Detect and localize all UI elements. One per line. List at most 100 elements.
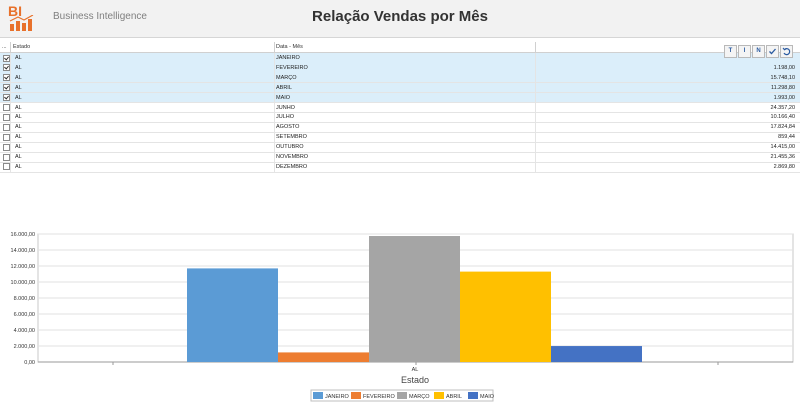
cell-mes: JANEIRO xyxy=(276,55,300,61)
cell-estado: AL xyxy=(15,163,22,170)
y-tick-label: 2.000,00 xyxy=(14,344,35,350)
cell-valor: 15.748,10 xyxy=(770,74,795,81)
cell-mes: MAIO xyxy=(276,94,291,101)
cell-mes: NOVEMBRO xyxy=(276,154,309,160)
cell-estado: AL xyxy=(15,84,22,91)
legend-swatch-fevereiro xyxy=(351,392,361,399)
cell-valor: 24.357,20 xyxy=(770,104,795,111)
row-checkbox[interactable] xyxy=(3,64,10,72)
row-checkbox[interactable] xyxy=(3,94,10,102)
cell-valor: 859,44 xyxy=(778,134,795,141)
cell-valor: 10.166,40 xyxy=(770,114,795,121)
cell-estado: AL xyxy=(15,124,22,131)
row-checkbox[interactable] xyxy=(3,113,10,121)
row-checkbox[interactable] xyxy=(3,74,10,82)
cell-estado: AL xyxy=(15,74,22,81)
legend-label-março: MARÇO xyxy=(409,394,430,400)
row-checkbox[interactable] xyxy=(3,104,10,111)
total-t-button[interactable]: T xyxy=(724,45,737,58)
y-tick-label: 10.000,00 xyxy=(11,280,35,286)
cell-estado: AL xyxy=(15,154,22,160)
cell-mes: SETEMBRO xyxy=(276,134,307,141)
table-row[interactable]: AL OUTUBRO 14.415,00 xyxy=(0,142,800,153)
y-tick-label: 8.000,00 xyxy=(14,296,35,302)
cell-mes: FEVEREIRO xyxy=(276,64,308,71)
cell-estado: AL xyxy=(15,144,22,151)
row-checkbox[interactable] xyxy=(3,153,10,161)
legend-swatch-janeiro xyxy=(313,392,323,399)
legend-swatch-março xyxy=(397,392,407,399)
cell-estado: AL xyxy=(15,104,22,111)
y-tick-label: 4.000,00 xyxy=(14,328,35,334)
column-menu-button[interactable]: ... xyxy=(2,44,7,50)
y-tick-label: 16.000,00 xyxy=(11,232,35,238)
cell-mes: JUNHO xyxy=(276,104,295,111)
column-header-data-mes[interactable]: Data - Mês xyxy=(276,44,303,50)
cell-valor: 14.415,00 xyxy=(770,144,795,151)
cell-mes: DEZEMBRO xyxy=(276,163,308,170)
cell-valor: 1.993,00 xyxy=(773,94,795,101)
column-header-estado[interactable]: Estado xyxy=(13,44,31,50)
cell-mes: AGOSTO xyxy=(276,124,300,131)
check-button[interactable] xyxy=(766,45,779,58)
cell-estado: AL xyxy=(15,94,22,101)
cell-mes: OUTUBRO xyxy=(276,144,304,151)
cell-estado: AL xyxy=(15,64,22,71)
page-title: Relação Vendas por Mês xyxy=(312,8,488,25)
cell-estado: AL xyxy=(15,134,22,141)
undo-icon xyxy=(782,47,791,56)
bi-logo: BI xyxy=(8,3,38,31)
x-category-label: AL xyxy=(412,367,419,373)
cell-valor: 1.198,00 xyxy=(773,64,795,71)
check-icon xyxy=(769,48,776,55)
cell-mes: JULHO xyxy=(276,114,295,121)
n-button[interactable]: N xyxy=(752,45,765,58)
legend-label-abril: ABRIL xyxy=(446,394,462,400)
logo-text: BI xyxy=(8,3,22,19)
cell-mes: MARÇO xyxy=(276,74,297,81)
table-row[interactable]: AL NOVEMBRO 21.455,36 xyxy=(0,152,800,163)
cell-estado: AL xyxy=(15,55,22,61)
row-checkbox[interactable] xyxy=(3,84,10,92)
cell-mes: ABRIL xyxy=(276,84,292,91)
table-row[interactable]: AL JULHO 10.166,40 xyxy=(0,112,800,124)
info-i-button[interactable]: I xyxy=(738,45,751,58)
legend-label-fevereiro: FEVEREIRO xyxy=(363,394,396,400)
table-row[interactable]: AL MAIO 1.993,00 xyxy=(0,92,800,104)
header-bar: BI Business Intelligence Relação Vendas … xyxy=(0,0,800,38)
row-checkbox[interactable] xyxy=(3,133,10,141)
legend-swatch-maio xyxy=(468,392,478,399)
table-row[interactable]: AL AGOSTO 17.824,84 xyxy=(0,122,800,133)
table-row[interactable]: AL JUNHO 24.357,20 xyxy=(0,102,800,114)
y-tick-label: 12.000,00 xyxy=(11,264,35,270)
bar-fevereiro xyxy=(278,352,369,362)
bar-janeiro xyxy=(187,268,278,362)
bar-chart: 0,00 2.000,00 4.000,00 6.000,00 8.000,00 10.0… xyxy=(11,232,794,402)
bar-março xyxy=(369,236,460,362)
undo-button[interactable] xyxy=(780,45,793,58)
legend-label-janeiro: JANEIRO xyxy=(325,394,350,400)
row-checkbox[interactable] xyxy=(3,143,10,151)
cell-valor: 17.824,84 xyxy=(770,124,795,131)
row-checkbox[interactable] xyxy=(3,163,10,171)
brand-name: Business Intelligence xyxy=(53,11,147,22)
bar-maio xyxy=(551,346,642,362)
y-tick-label: 6.000,00 xyxy=(14,312,35,318)
x-axis-title: Estado xyxy=(401,375,429,385)
chart-area: 0,00 2.000,00 4.000,00 6.000,00 8.000,00 10.0… xyxy=(0,230,800,406)
legend-swatch-abril xyxy=(434,392,444,399)
table-row[interactable]: AL DEZEMBRO 2.869,80 xyxy=(0,161,800,173)
data-grid: ... Estado Data - Mês AL JANEIRO AL FEVEREI… xyxy=(0,42,800,173)
row-checkbox[interactable] xyxy=(3,54,10,62)
table-row[interactable]: AL SETEMBRO 859,44 xyxy=(0,132,800,143)
bar-abril xyxy=(460,271,551,362)
cell-valor: 11.298,80 xyxy=(770,84,795,91)
cell-valor: 2.869,80 xyxy=(773,163,795,170)
cell-estado: AL xyxy=(15,114,22,121)
y-tick-label: 14.000,00 xyxy=(11,248,35,254)
legend-label-maio: MAIO xyxy=(480,394,495,400)
y-tick-label: 0,00 xyxy=(24,360,35,366)
row-checkbox[interactable] xyxy=(3,123,10,131)
bar-chart-logo-icon xyxy=(9,15,34,31)
grid-header: ... Estado Data - Mês xyxy=(0,42,800,53)
